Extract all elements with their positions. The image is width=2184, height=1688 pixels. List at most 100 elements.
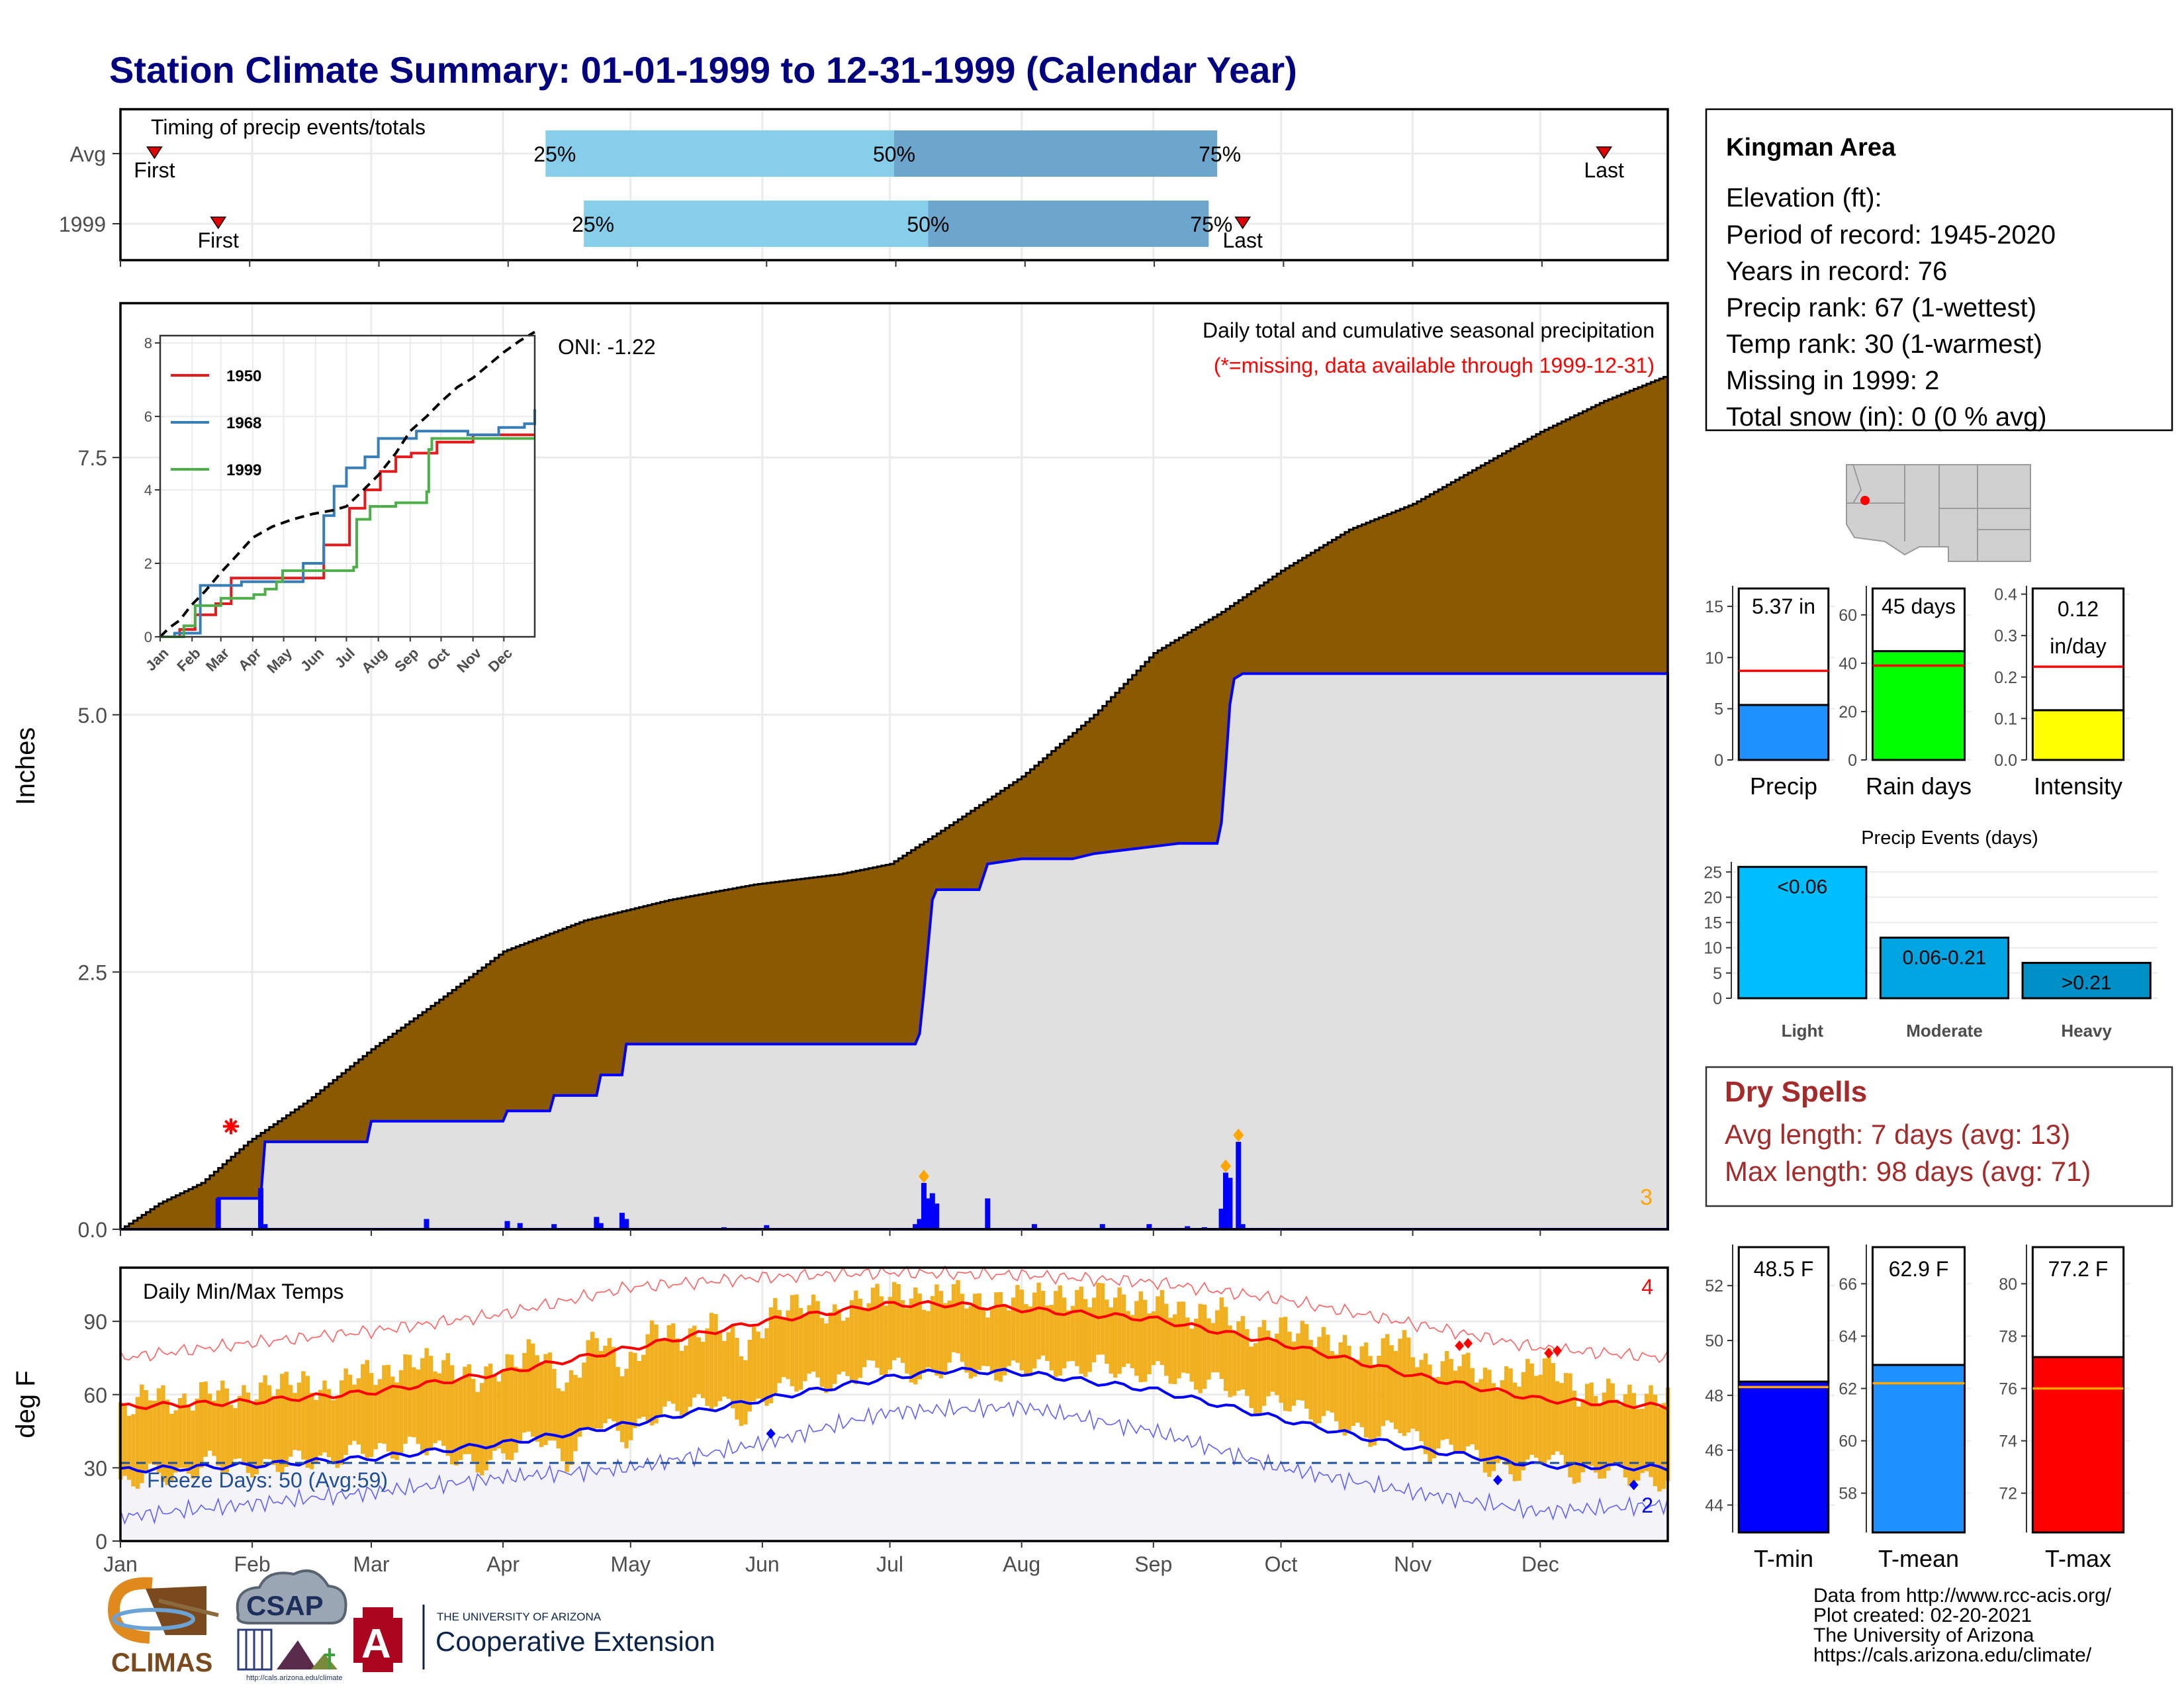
daily-temp-bar	[582, 1362, 586, 1429]
timing-bar-25-50	[584, 201, 929, 247]
daily-temp-bar	[1529, 1363, 1534, 1455]
daily-temp-bar	[275, 1389, 281, 1472]
summary-y-tick-label: 60	[1839, 606, 1857, 625]
events-title: Precip Events (days)	[1861, 827, 2038, 849]
daily-temp-bar	[1160, 1289, 1165, 1366]
daily-temp-bar	[1661, 1403, 1666, 1489]
daily-temp-bar	[854, 1290, 858, 1384]
record-low-marker	[1493, 1474, 1503, 1485]
daily-temp-bar	[352, 1384, 357, 1441]
temp-x-tick-label: Oct	[1265, 1552, 1298, 1576]
daily-temp-bar	[1423, 1353, 1428, 1454]
daily-temp-bar	[1653, 1394, 1658, 1487]
daily-precip-bar	[934, 1203, 940, 1229]
daily-temp-bar	[1066, 1310, 1071, 1362]
events-x-tick-label: Moderate	[1906, 1021, 1983, 1041]
daily-temp-bar	[1610, 1383, 1615, 1464]
summary-value-label: 0.12	[2058, 597, 2099, 621]
daily-temp-bar	[340, 1380, 344, 1465]
record-low-count: 2	[1641, 1493, 1653, 1517]
daily-temp-bar	[1189, 1329, 1195, 1382]
daily-temp-bar	[1398, 1338, 1402, 1434]
daily-temp-bar	[1275, 1333, 1279, 1395]
daily-temp-bar	[122, 1404, 127, 1476]
daily-temp-bar	[1109, 1307, 1113, 1374]
daily-temp-bar	[756, 1331, 760, 1399]
daily-temp-bar	[488, 1364, 493, 1460]
daily-temp-bar	[373, 1385, 378, 1450]
station-name: Kingman Area	[1726, 134, 1896, 162]
daily-temp-bar	[1432, 1377, 1437, 1458]
daily-temp-bar	[633, 1352, 637, 1429]
daily-temp-bar	[1032, 1292, 1037, 1369]
temp-frame	[119, 1266, 1669, 1542]
daily-temp-bar	[1474, 1382, 1479, 1450]
daily-temp-bar	[926, 1311, 931, 1368]
daily-temp-bar	[1440, 1361, 1445, 1440]
daily-temp-bar	[416, 1369, 421, 1444]
daily-temp-bar	[1389, 1345, 1394, 1423]
summary-y-tick-label: 72	[1999, 1485, 2017, 1503]
daily-temp-bar	[1083, 1299, 1088, 1377]
daily-temp-bar	[1194, 1319, 1199, 1390]
timing-row-label: Avg	[69, 142, 106, 166]
summary-events-group: 0 5 10 15 20 25 <0.06 Light 0.06-0.21 Moderate >0.…	[1704, 827, 2158, 1041]
daily-precip-bar	[913, 1224, 919, 1229]
record-low-marker	[1629, 1479, 1639, 1491]
daily-temp-bar	[212, 1401, 216, 1456]
summary-y-tick-label: 78	[1999, 1327, 2017, 1346]
daily-temp-bar	[237, 1395, 242, 1459]
daily-temp-bar	[1614, 1399, 1619, 1462]
daily-temp-bar	[1525, 1358, 1530, 1460]
timing-p50-label: 50%	[907, 212, 949, 236]
csap-logo: CSAP http://cals.arizona.edu/climate	[236, 1569, 347, 1682]
csap-wordmark: CSAP	[246, 1590, 324, 1621]
daily-temp-bar	[1517, 1386, 1522, 1481]
daily-temp-bar	[1079, 1286, 1084, 1374]
temp-x-tick-label: Mar	[353, 1552, 389, 1576]
location-map	[1843, 462, 2031, 563]
daily-temp-bar	[1419, 1360, 1424, 1442]
daily-temp-bar	[288, 1385, 293, 1457]
daily-temp-bar	[1326, 1335, 1330, 1411]
summary-t-min-panel: 48.5 F 44 46 48 50 52 T-min	[1705, 1244, 1835, 1572]
daily-temp-bar	[420, 1358, 425, 1453]
daily-temp-bar	[131, 1414, 136, 1487]
daily-temp-bar	[347, 1374, 353, 1445]
daily-precip-bar	[985, 1198, 991, 1229]
daily-temp-bar	[177, 1397, 183, 1468]
daily-temp-bar	[713, 1314, 718, 1407]
daily-temp-bar	[1036, 1282, 1041, 1360]
daily-temp-bar	[135, 1397, 140, 1489]
events-x-tick-label: Heavy	[2061, 1021, 2112, 1041]
daily-temp-bar	[531, 1343, 535, 1437]
daily-temp-bar	[1019, 1289, 1024, 1371]
summary-outline	[2031, 1246, 2125, 1358]
daily-temp-bar	[717, 1333, 723, 1401]
summary-value-label: 77.2 F	[2048, 1257, 2109, 1281]
daily-temp-bar	[985, 1317, 990, 1366]
daily-precip-bar	[925, 1198, 931, 1229]
timing-marker-label: First	[198, 228, 239, 252]
summary-outline	[1737, 587, 1830, 706]
record-high-line	[120, 1265, 1668, 1364]
daily-temp-bar	[539, 1362, 544, 1448]
summary-y-tick-label: 48	[1705, 1387, 1723, 1405]
daily-temp-bar	[794, 1294, 799, 1392]
daily-precip-bar	[551, 1224, 557, 1229]
daily-temp-bar	[1206, 1318, 1211, 1380]
daily-precip-bar	[929, 1193, 935, 1229]
daily-temp-bar	[1283, 1317, 1288, 1411]
summary-outline	[2031, 587, 2125, 712]
daily-temp-bar	[1015, 1285, 1020, 1363]
daily-temp-bar	[1334, 1354, 1339, 1422]
daily-temp-bar	[841, 1321, 846, 1372]
daily-temp-bar	[1466, 1352, 1471, 1446]
summary-outline	[1737, 1246, 1830, 1383]
daily-temp-bar	[1453, 1370, 1458, 1452]
summary-value-label: 62.9 F	[1889, 1257, 1949, 1281]
climas-wordmark: CLIMAS	[111, 1648, 212, 1677]
footer-line: https://cals.arizona.edu/climate/	[1813, 1644, 2092, 1666]
daily-temp-bar	[1224, 1307, 1228, 1391]
daily-temp-bar	[505, 1354, 510, 1460]
